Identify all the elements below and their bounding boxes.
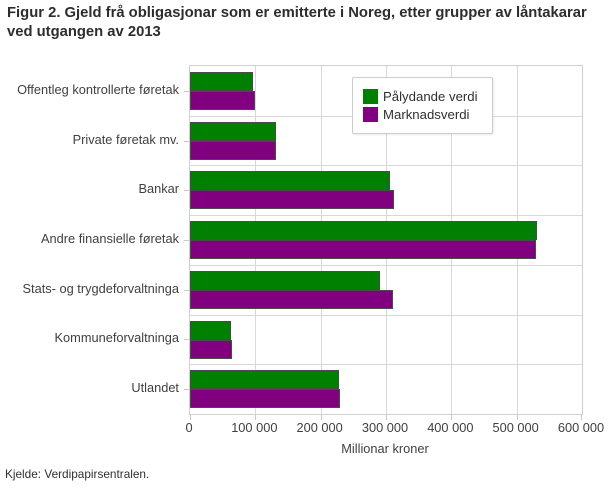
y-tick-mark [184, 90, 189, 92]
legend-label: Marknadsverdi [383, 107, 470, 122]
bar-palydande-5 [190, 270, 380, 290]
legend-swatch-purple-icon [363, 107, 378, 122]
bar-palydande-2 [190, 121, 276, 141]
y-tick-mark [184, 339, 189, 341]
x-tick-mark [581, 415, 582, 420]
bar-marknads-6 [190, 339, 232, 359]
category-label: Offentleg kontrollerte føretak [17, 81, 179, 97]
x-tick-label: 400 000 [427, 420, 474, 435]
y-tick-mark [184, 190, 189, 192]
bar-palydande-3 [190, 171, 390, 191]
gridline-horizontal [190, 264, 582, 266]
bar-marknads-3 [190, 190, 394, 210]
legend-label: Pålydande verdi [383, 89, 478, 104]
x-tick-mark [451, 415, 453, 420]
chart-title: Figur 2. Gjeld frå obligasjonar som er e… [7, 5, 587, 40]
bar-marknads-5 [190, 289, 393, 309]
x-tick-label: 300 000 [361, 420, 409, 435]
value-axis: 0 100 000 200 000 300 000 400 000 500 000 600 … [185, 420, 604, 436]
bar-palydande-1 [190, 72, 253, 91]
y-tick-mark [184, 140, 189, 142]
bar-palydande-4 [190, 221, 537, 241]
x-tick-label: 500 000 [492, 420, 539, 435]
legend-item-marknadsverdi: Marknadsverdi [363, 107, 478, 122]
gridline-horizontal [190, 364, 582, 366]
x-axis-title: Millionar kroner [341, 441, 429, 456]
x-tick-mark [320, 415, 322, 420]
bar-marknads-1 [190, 91, 255, 110]
category-label: Utlandet [131, 380, 179, 396]
y-tick-mark [184, 240, 189, 241]
x-tick-label: 600 000 [557, 420, 605, 435]
x-tick-label: 200 000 [296, 420, 343, 435]
bar-palydande-6 [190, 320, 231, 340]
category-label: Private føretak mv. [72, 131, 179, 147]
category-label: Stats- og trygdeforvaltninga [22, 280, 180, 296]
legend-swatch-green-icon [363, 89, 378, 104]
bar-marknads-2 [190, 140, 276, 160]
gridline-horizontal [190, 215, 582, 217]
bar-marknads-7 [190, 389, 340, 409]
category-label: Andre finansielle føretak [41, 231, 179, 246]
source-note: Kjelde: Verdipapirsentralen. [5, 467, 150, 481]
x-tick-label: 100 000 [231, 420, 278, 435]
bar-palydande-7 [190, 370, 339, 390]
x-tick-label: 0 [185, 420, 193, 435]
x-tick-mark [386, 415, 387, 420]
category-label: Kommuneforvaltninga [54, 330, 179, 346]
x-tick-mark [516, 415, 518, 420]
gridline-horizontal [190, 314, 582, 316]
gridline-horizontal [190, 165, 582, 167]
bar-marknads-4 [190, 240, 536, 260]
category-label: Bankar [138, 181, 179, 197]
y-tick-mark [184, 289, 189, 291]
x-tick-mark [255, 415, 257, 420]
x-tick-mark [190, 415, 191, 420]
y-tick-mark [184, 389, 189, 391]
legend-item-palydande-verdi: Pålydande verdi [363, 89, 478, 104]
legend: Pålydande verdi Marknadsverdi [352, 77, 493, 134]
category-axis: Offentleg kontrollerte føretak Private fø… [0, 65, 184, 413]
